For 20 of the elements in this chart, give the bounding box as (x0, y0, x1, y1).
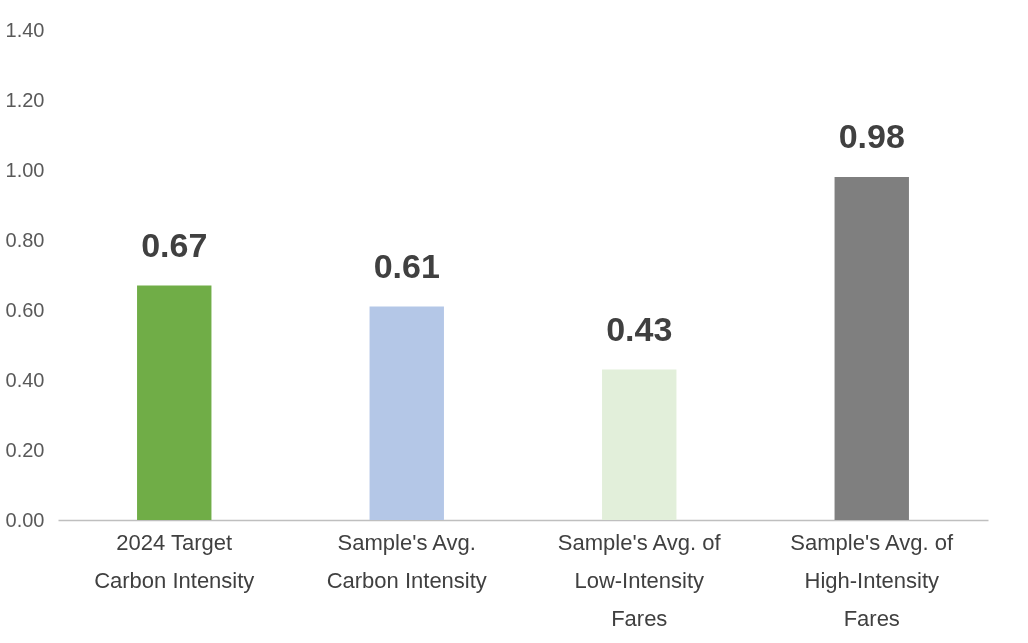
y-tick-label: 0.20 (5, 438, 45, 461)
y-tick-label: 0.40 (5, 368, 45, 391)
data-label: 0.61 (373, 246, 440, 285)
y-tick-label: 1.40 (5, 18, 45, 41)
y-tick-label: 1.00 (5, 158, 45, 181)
y-tick-label: 0.00 (5, 508, 45, 531)
y-tick-label: 0.80 (5, 228, 45, 251)
y-tick-label: 0.60 (5, 298, 45, 321)
x-tick-label: Sample's Avg. of High-Intensity Fares (790, 529, 955, 631)
data-label: 0.67 (141, 225, 208, 264)
bar (137, 285, 212, 520)
data-label: 0.43 (606, 309, 673, 348)
data-label: 0.98 (838, 117, 905, 155)
x-tick-label: Sample's Avg. Carbon Intensity (326, 529, 487, 593)
bar (602, 369, 677, 520)
x-tick-label: 2024 Target Carbon Intensity (94, 529, 255, 593)
bar (369, 306, 444, 520)
x-tick-label: Sample's Avg. of Low-Intensity Fares (557, 529, 722, 631)
y-tick-label: 1.20 (5, 88, 45, 111)
bar (834, 177, 909, 520)
